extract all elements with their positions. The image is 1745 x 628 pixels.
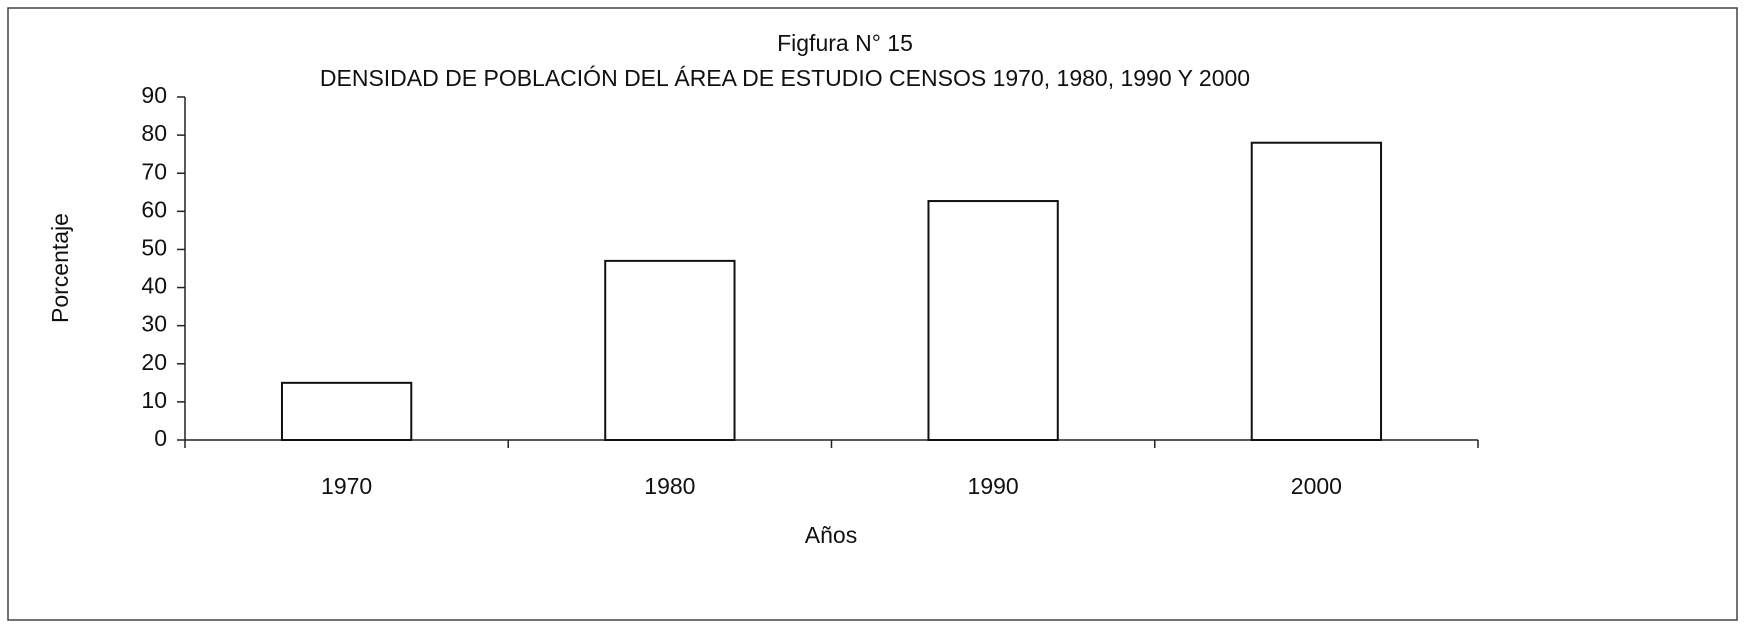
y-tick-label: 80 — [141, 120, 167, 146]
bar — [927, 200, 1059, 441]
y-tick-label: 10 — [141, 387, 167, 413]
y-tick-label: 0 — [154, 425, 167, 451]
bar — [1250, 141, 1383, 441]
y-tick-label: 20 — [141, 349, 167, 375]
chart-subtitle: DENSIDAD DE POBLACIÓN DEL ÁREA DE ESTUDI… — [320, 65, 1250, 91]
y-tick-label: 60 — [141, 196, 167, 222]
x-tick-label: 1970 — [321, 473, 372, 499]
y-tick-label: 40 — [141, 273, 167, 299]
x-tick-label: 2000 — [1291, 473, 1342, 499]
y-tick-label: 30 — [141, 311, 167, 337]
bar — [604, 259, 736, 441]
x-axis-label: Años — [805, 522, 857, 548]
x-tick-label: 1990 — [968, 473, 1019, 499]
chart-title: Figfura N° 15 — [777, 30, 913, 56]
chart-frame — [7, 7, 1738, 621]
x-tick-label: 1980 — [644, 473, 695, 499]
y-tick-label: 50 — [141, 235, 167, 261]
y-axis-label: Porcentaje — [47, 213, 73, 323]
y-tick-label: 70 — [141, 158, 167, 184]
y-tick-label: 90 — [141, 82, 167, 108]
bar — [280, 381, 413, 442]
